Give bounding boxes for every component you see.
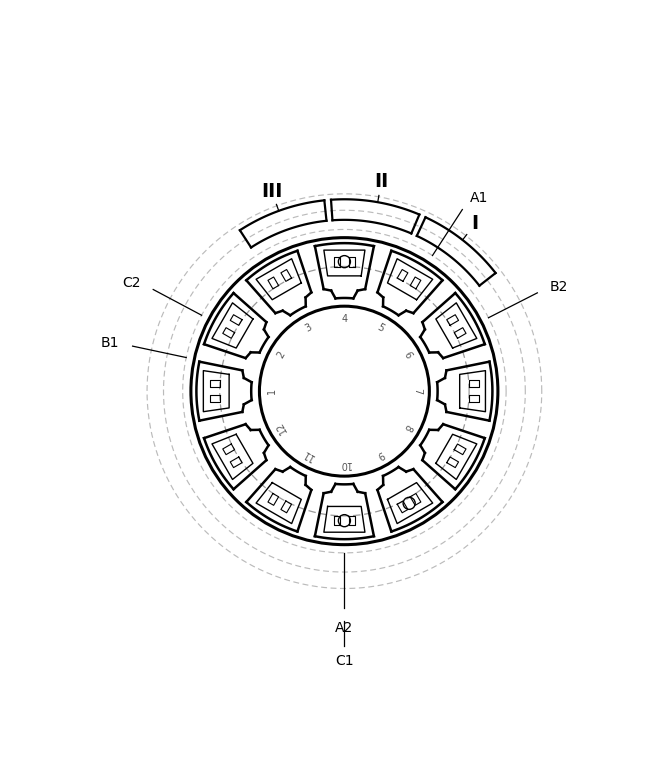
Text: 9: 9 bbox=[376, 448, 386, 460]
Text: 1: 1 bbox=[267, 388, 277, 394]
Text: C1: C1 bbox=[335, 654, 353, 668]
Text: 5: 5 bbox=[376, 322, 386, 334]
Text: 11: 11 bbox=[300, 447, 316, 462]
Text: 12: 12 bbox=[274, 420, 289, 435]
Text: 7: 7 bbox=[412, 388, 422, 394]
Text: III: III bbox=[261, 182, 282, 201]
Text: II: II bbox=[374, 172, 388, 191]
Text: 8: 8 bbox=[401, 422, 413, 433]
Text: A1: A1 bbox=[470, 191, 488, 205]
Text: C2: C2 bbox=[122, 276, 141, 290]
Text: B1: B1 bbox=[101, 336, 119, 350]
Text: 2: 2 bbox=[276, 349, 288, 360]
Text: 3: 3 bbox=[303, 322, 313, 334]
Text: B2: B2 bbox=[550, 279, 568, 293]
Text: A2: A2 bbox=[335, 622, 353, 636]
Text: 4: 4 bbox=[341, 314, 347, 324]
Text: 6: 6 bbox=[401, 349, 413, 360]
Text: 10: 10 bbox=[338, 459, 351, 469]
Text: I: I bbox=[472, 215, 478, 233]
